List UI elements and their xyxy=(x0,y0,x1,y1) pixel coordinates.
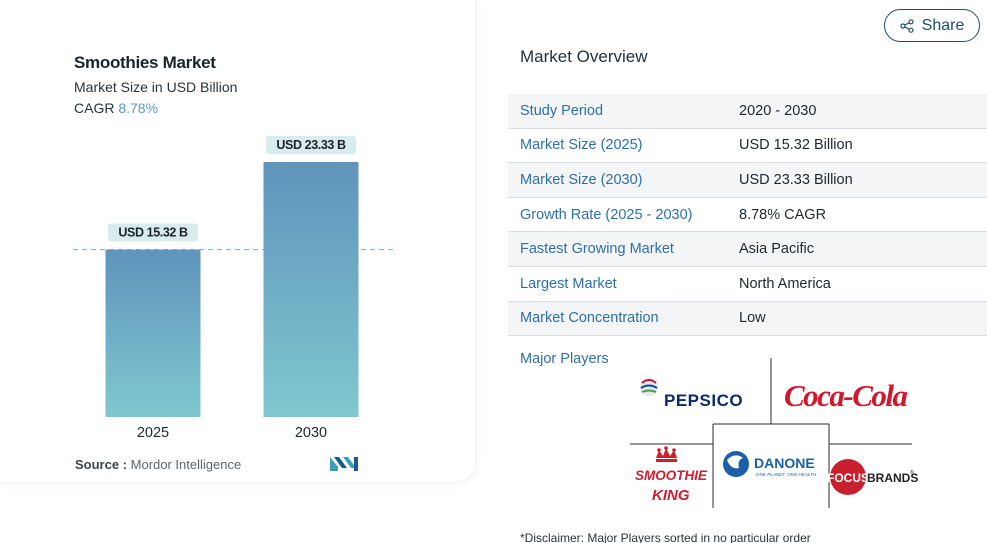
bar xyxy=(105,249,201,417)
overview-value: USD 15.32 Billion xyxy=(739,137,853,154)
focus-brands-logo: FOCUS BRANDS ® xyxy=(827,459,918,495)
overview-row: Fastest Growing Market Asia Pacific xyxy=(508,232,987,267)
cagr-line: CAGR 8.78% xyxy=(74,100,158,116)
source-label: Source : xyxy=(75,457,128,472)
overview-key: Study Period xyxy=(520,102,604,119)
overview-value: North America xyxy=(739,275,831,292)
chart-subtitle: Market Size in USD Billion xyxy=(74,79,238,95)
bar-chart: USD 15.32 B 2025 USD 23.33 B 2030 xyxy=(73,136,393,441)
svg-text:Coca-Cola: Coca-Cola xyxy=(784,378,908,413)
overview-row: Market Concentration Low xyxy=(508,301,987,337)
share-button[interactable]: Share xyxy=(884,9,980,42)
overview-table: Study Period 2020 - 2030 Market Size (20… xyxy=(508,94,987,337)
overview-value: USD 23.33 Billion xyxy=(739,171,853,188)
svg-text:®: ® xyxy=(910,469,914,476)
chart-source: Source : Mordor Intelligence xyxy=(75,457,241,472)
overview-key: Largest Market xyxy=(520,275,617,292)
svg-text:SMOOTHIE: SMOOTHIE xyxy=(635,468,708,483)
overview-row: Study Period 2020 - 2030 xyxy=(508,94,987,129)
overview-key: Fastest Growing Market xyxy=(520,241,674,258)
major-players-logos: PEPSICO Coca-Cola DANONE ONE PLANET. ONE… xyxy=(630,358,918,508)
x-tick-label: 2030 xyxy=(295,425,327,441)
share-label: Share xyxy=(921,16,965,34)
overview-row: Growth Rate (2025 - 2030) 8.78% CAGR xyxy=(508,198,987,233)
bar xyxy=(263,162,359,417)
svg-text:BRANDS: BRANDS xyxy=(867,471,918,485)
share-icon xyxy=(900,18,914,33)
svg-text:KING: KING xyxy=(652,487,690,504)
chart-card xyxy=(0,0,477,483)
smoothie-king-logo: SMOOTHIE KING xyxy=(635,446,708,504)
overview-key: Market Concentration xyxy=(520,310,659,327)
overview-row: Largest Market North America xyxy=(508,267,987,302)
overview-row: Market Size (2025) USD 15.32 Billion xyxy=(508,129,987,164)
overview-row: Market Size (2030) USD 23.33 Billion xyxy=(508,163,987,198)
svg-text:FOCUS: FOCUS xyxy=(827,471,869,485)
danone-logo: DANONE ONE PLANET. ONE HEALTH xyxy=(723,451,817,477)
cagr-value: 8.78% xyxy=(118,100,159,116)
data-label-bg xyxy=(108,223,198,242)
disclaimer: *Disclaimer: Major Players sorted in no … xyxy=(520,531,811,543)
overview-value: Asia Pacific xyxy=(739,241,814,258)
cagr-label: CAGR xyxy=(74,100,115,116)
mordor-intelligence-logo xyxy=(330,457,358,471)
svg-text:PEPSICO: PEPSICO xyxy=(664,391,743,410)
overview-key: Market Size (2025) xyxy=(520,137,643,154)
overview-key: Market Size (2030) xyxy=(520,171,643,188)
data-label-bg xyxy=(266,136,356,154)
x-tick-label: 2025 xyxy=(137,425,169,441)
svg-text:ONE PLANET. ONE HEALTH: ONE PLANET. ONE HEALTH xyxy=(756,472,817,477)
major-players-label: Major Players xyxy=(520,351,609,367)
overview-value: 8.78% CAGR xyxy=(739,206,827,223)
overview-value: Low xyxy=(739,310,766,327)
source-value: Mordor Intelligence xyxy=(130,457,242,472)
chart-title: Smoothies Market xyxy=(74,53,216,72)
svg-text:DANONE: DANONE xyxy=(754,455,815,471)
overview-title: Market Overview xyxy=(520,47,648,66)
pepsico-logo: PEPSICO xyxy=(640,378,743,410)
data-label: USD 15.32 B xyxy=(118,226,188,240)
data-label: USD 23.33 B xyxy=(276,138,346,152)
overview-key: Growth Rate (2025 - 2030) xyxy=(520,206,693,223)
coca-cola-logo: Coca-Cola xyxy=(784,378,909,413)
overview-value: 2020 - 2030 xyxy=(739,102,817,119)
